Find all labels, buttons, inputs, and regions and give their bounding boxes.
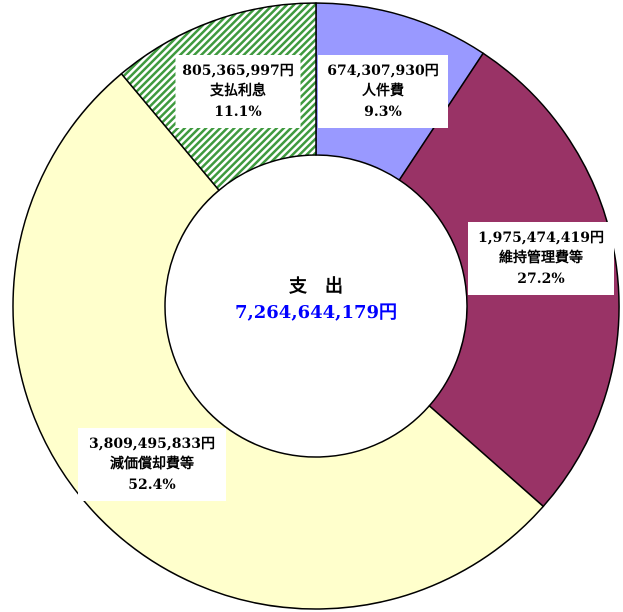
- percent-label: 9.3%: [364, 104, 402, 120]
- center-total: 7,264,644,179円: [235, 302, 397, 323]
- center-label: 支 出: [288, 275, 343, 297]
- amount-label: 805,365,997円: [182, 63, 293, 79]
- label-box: [175, 55, 301, 128]
- category-label: 減価償却費等: [110, 455, 194, 472]
- category-label: 維持管理費等: [499, 249, 583, 266]
- percent-label: 27.2%: [517, 271, 564, 287]
- amount-label: 1,975,474,419円: [478, 230, 604, 246]
- category-label: 支払利息: [209, 82, 266, 99]
- percent-label: 52.4%: [128, 477, 175, 493]
- category-label: 人件費: [362, 82, 404, 99]
- label-box: [78, 428, 226, 501]
- amount-label: 3,809,495,833円: [89, 436, 215, 452]
- percent-label: 11.1%: [214, 104, 261, 120]
- amount-label: 674,307,930円: [327, 63, 438, 79]
- label-box: [318, 55, 448, 128]
- label-box: [468, 222, 614, 295]
